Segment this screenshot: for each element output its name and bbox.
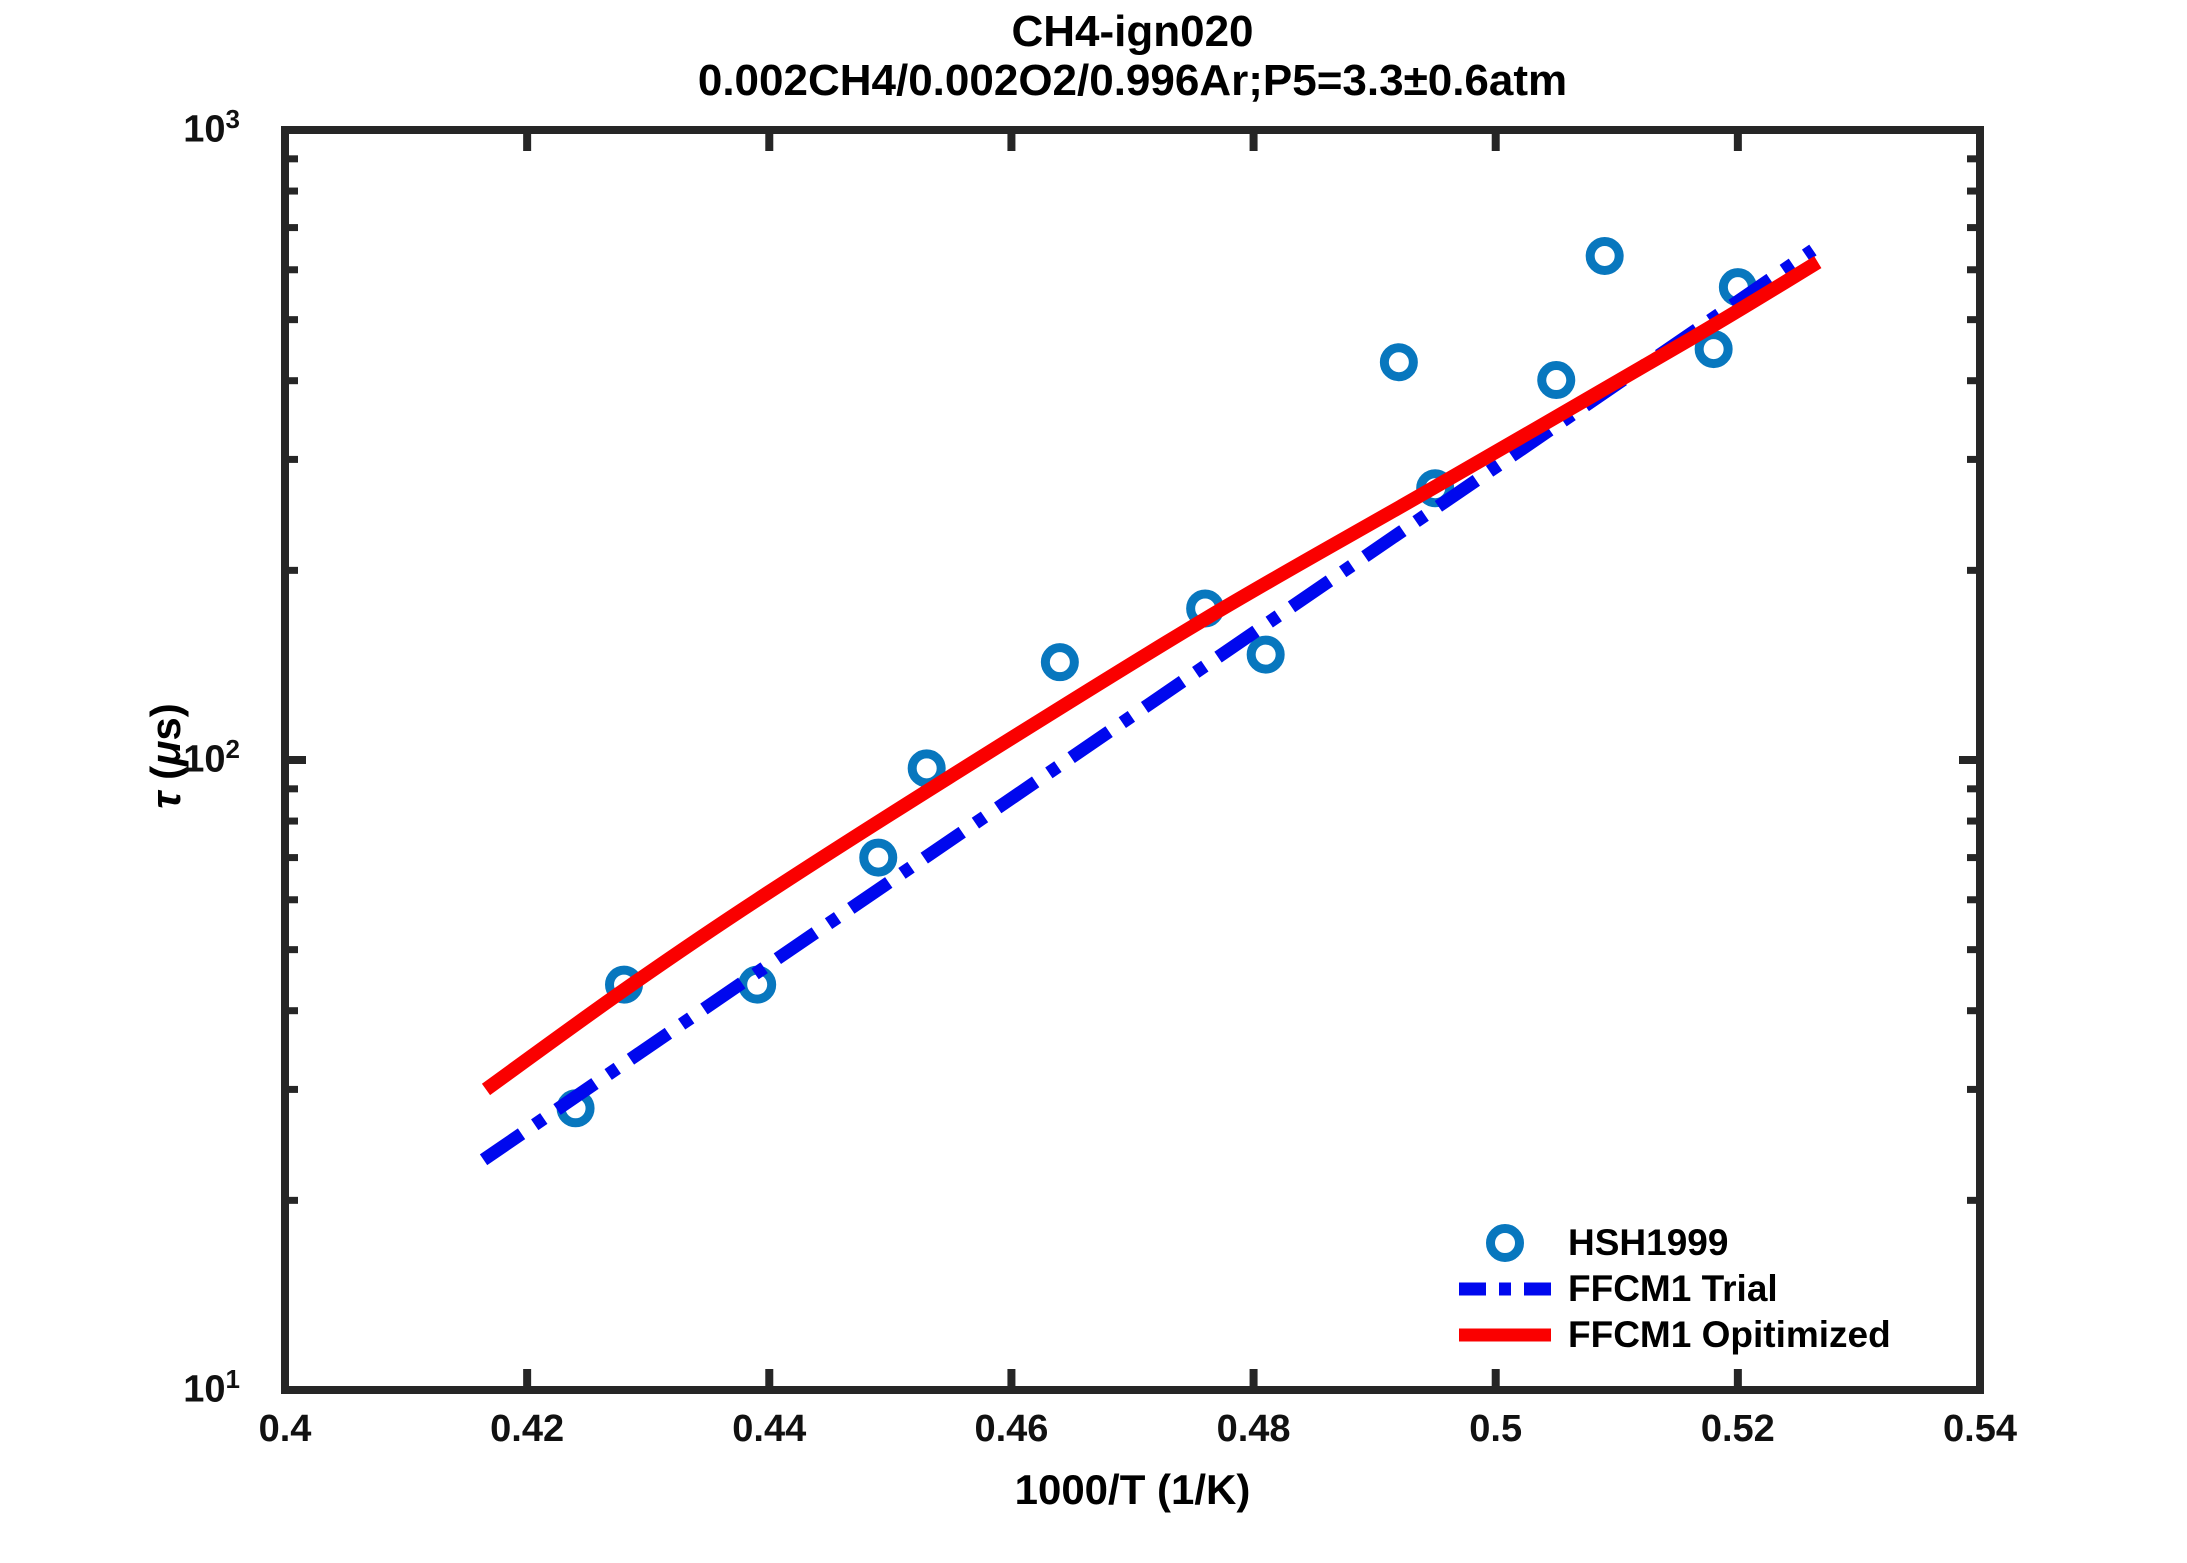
- x-tick-label: 0.46: [974, 1408, 1049, 1450]
- x-tick-label: 0.44: [732, 1408, 807, 1450]
- legend-item-ffcm1-trial: FFCM1 Trial: [1458, 1266, 1891, 1312]
- y-tick-label: 101: [183, 1363, 240, 1411]
- data-point-circle: [1246, 635, 1285, 674]
- y-axis-label-close: s): [142, 703, 189, 741]
- y-axis-label-open: (: [142, 765, 189, 792]
- dashdot-line-icon: [1459, 1282, 1551, 1296]
- data-point-circle: [1379, 343, 1418, 382]
- x-tick-label: 0.5: [1469, 1408, 1523, 1450]
- data-point-circle: [1040, 643, 1079, 682]
- data-point-circle: [859, 838, 898, 877]
- x-tick-label: 0.4: [258, 1408, 312, 1450]
- legend-item-hsh1999: HSH1999: [1458, 1220, 1891, 1266]
- x-axis-label: 1000/T (1/K): [1014, 1466, 1251, 1513]
- chart-subtitle: 0.002CH4/0.002O2/0.996Ar;P5=3.3±0.6atm: [697, 56, 1568, 105]
- data-point-circle: [907, 749, 946, 788]
- x-tick-label: 0.48: [1216, 1408, 1291, 1450]
- y-tick-label: 102: [183, 733, 240, 781]
- legend-label: FFCM1 Trial: [1568, 1268, 1778, 1309]
- x-tick-label: 0.54: [1943, 1408, 2017, 1450]
- x-tick-label: 0.42: [490, 1408, 565, 1450]
- y-axis-label-mu: μ: [142, 740, 189, 766]
- chart-title: CH4-ign020: [1011, 7, 1254, 56]
- solid-line-icon: [1459, 1328, 1551, 1342]
- legend-item-ffcm1-optimized: FFCM1 Opitimized: [1458, 1312, 1891, 1358]
- circle-marker-icon: [1486, 1224, 1524, 1262]
- x-tick-label: 0.52: [1700, 1408, 1775, 1450]
- ffcm1-optimized-curve: [481, 256, 1822, 1096]
- legend-label: FFCM1 Opitimized: [1568, 1314, 1891, 1355]
- y-tick-label: 103: [183, 103, 240, 151]
- data-point-circle: [1537, 361, 1576, 400]
- legend-label: HSH1999: [1568, 1222, 1729, 1263]
- legend: HSH1999 FFCM1 Trial FFCM1 Opitimized: [1458, 1220, 1891, 1358]
- data-point-circle: [1694, 330, 1733, 369]
- data-point-circle: [1585, 236, 1624, 275]
- y-axis-label-tau: τ: [142, 791, 189, 809]
